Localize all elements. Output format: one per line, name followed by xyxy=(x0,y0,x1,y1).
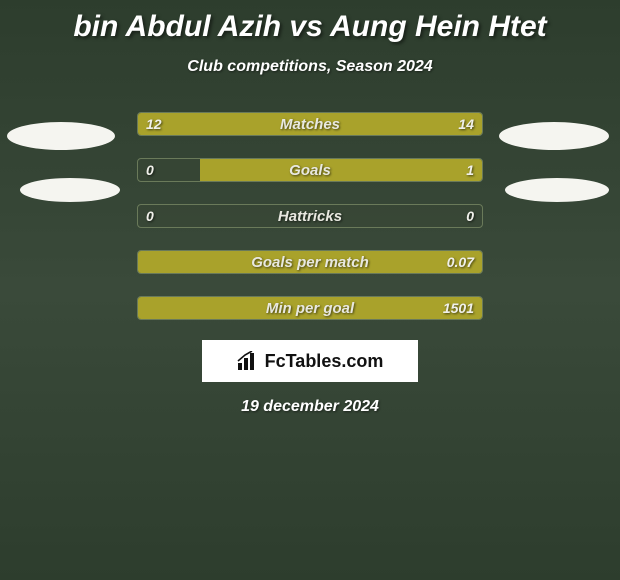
stat-row: 1214Matches xyxy=(137,112,483,136)
stat-row: 0.07Goals per match xyxy=(137,250,483,274)
stat-fill-right xyxy=(200,159,482,181)
stat-fill-right xyxy=(296,113,482,135)
stat-value-left: 0 xyxy=(146,205,154,227)
stat-value-left: 0 xyxy=(146,159,154,181)
date-label: 19 december 2024 xyxy=(0,398,620,416)
player-left-flag-placeholder xyxy=(20,178,120,202)
logo-text: FcTables.com xyxy=(265,351,384,372)
fctables-logo: FcTables.com xyxy=(202,340,418,382)
stat-row: 01Goals xyxy=(137,158,483,182)
stat-row: 1501Min per goal xyxy=(137,296,483,320)
stat-fill-right xyxy=(138,297,482,319)
stat-value-right: 14 xyxy=(458,113,474,135)
player-right-flag-placeholder xyxy=(505,178,609,202)
stat-value-right: 0 xyxy=(466,205,474,227)
player-left-photo-placeholder xyxy=(7,122,115,150)
stat-fill-right xyxy=(138,251,482,273)
page-title: bin Abdul Azih vs Aung Hein Htet xyxy=(0,0,620,44)
stat-value-right: 1 xyxy=(466,159,474,181)
stat-value-left: 12 xyxy=(146,113,162,135)
stat-row: 0 0Hattricks xyxy=(137,204,483,228)
stat-value-right: 0.07 xyxy=(447,251,474,273)
subtitle: Club competitions, Season 2024 xyxy=(0,58,620,76)
player-right-photo-placeholder xyxy=(499,122,609,150)
stat-label: Hattricks xyxy=(138,205,482,227)
chart-icon xyxy=(237,351,259,371)
stat-value-right: 1501 xyxy=(443,297,474,319)
